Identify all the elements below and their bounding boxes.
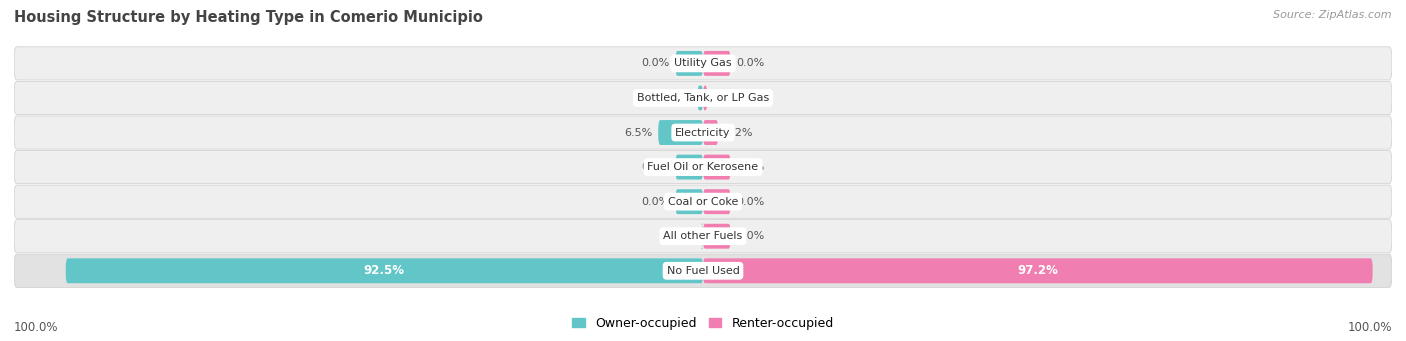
Text: 0.0%: 0.0% bbox=[641, 58, 669, 69]
FancyBboxPatch shape bbox=[703, 189, 731, 214]
Text: 0.0%: 0.0% bbox=[641, 162, 669, 172]
FancyBboxPatch shape bbox=[697, 86, 703, 110]
FancyBboxPatch shape bbox=[675, 51, 703, 76]
Text: 0.0%: 0.0% bbox=[737, 162, 765, 172]
Text: 0.0%: 0.0% bbox=[737, 231, 765, 241]
Text: 0.0%: 0.0% bbox=[737, 58, 765, 69]
Text: Housing Structure by Heating Type in Comerio Municipio: Housing Structure by Heating Type in Com… bbox=[14, 10, 482, 25]
FancyBboxPatch shape bbox=[14, 81, 1392, 115]
Text: 100.0%: 100.0% bbox=[14, 321, 59, 334]
FancyBboxPatch shape bbox=[703, 120, 718, 145]
Text: 0.0%: 0.0% bbox=[641, 197, 669, 207]
FancyBboxPatch shape bbox=[14, 116, 1392, 149]
FancyBboxPatch shape bbox=[14, 220, 1392, 253]
FancyBboxPatch shape bbox=[14, 47, 1392, 80]
Text: Coal or Coke: Coal or Coke bbox=[668, 197, 738, 207]
Text: No Fuel Used: No Fuel Used bbox=[666, 266, 740, 276]
Text: 2.2%: 2.2% bbox=[724, 128, 752, 137]
Text: Fuel Oil or Kerosene: Fuel Oil or Kerosene bbox=[647, 162, 759, 172]
FancyBboxPatch shape bbox=[675, 189, 703, 214]
FancyBboxPatch shape bbox=[658, 120, 703, 145]
Text: 0.62%: 0.62% bbox=[713, 93, 748, 103]
FancyBboxPatch shape bbox=[14, 150, 1392, 184]
Text: Utility Gas: Utility Gas bbox=[675, 58, 731, 69]
FancyBboxPatch shape bbox=[703, 155, 731, 179]
Text: 0.0%: 0.0% bbox=[737, 197, 765, 207]
FancyBboxPatch shape bbox=[14, 254, 1392, 287]
FancyBboxPatch shape bbox=[703, 51, 731, 76]
Text: 0.8%: 0.8% bbox=[664, 93, 692, 103]
FancyBboxPatch shape bbox=[703, 86, 707, 110]
Text: 0.23%: 0.23% bbox=[661, 231, 696, 241]
Text: All other Fuels: All other Fuels bbox=[664, 231, 742, 241]
Text: 6.5%: 6.5% bbox=[624, 128, 652, 137]
FancyBboxPatch shape bbox=[66, 258, 703, 283]
FancyBboxPatch shape bbox=[703, 258, 1372, 283]
Text: 92.5%: 92.5% bbox=[364, 264, 405, 277]
FancyBboxPatch shape bbox=[703, 224, 731, 249]
Legend: Owner-occupied, Renter-occupied: Owner-occupied, Renter-occupied bbox=[568, 312, 838, 335]
FancyBboxPatch shape bbox=[14, 185, 1392, 218]
Text: Electricity: Electricity bbox=[675, 128, 731, 137]
FancyBboxPatch shape bbox=[702, 224, 703, 249]
FancyBboxPatch shape bbox=[675, 155, 703, 179]
Text: 100.0%: 100.0% bbox=[1347, 321, 1392, 334]
Text: Bottled, Tank, or LP Gas: Bottled, Tank, or LP Gas bbox=[637, 93, 769, 103]
Text: 97.2%: 97.2% bbox=[1018, 264, 1059, 277]
Text: Source: ZipAtlas.com: Source: ZipAtlas.com bbox=[1274, 10, 1392, 20]
